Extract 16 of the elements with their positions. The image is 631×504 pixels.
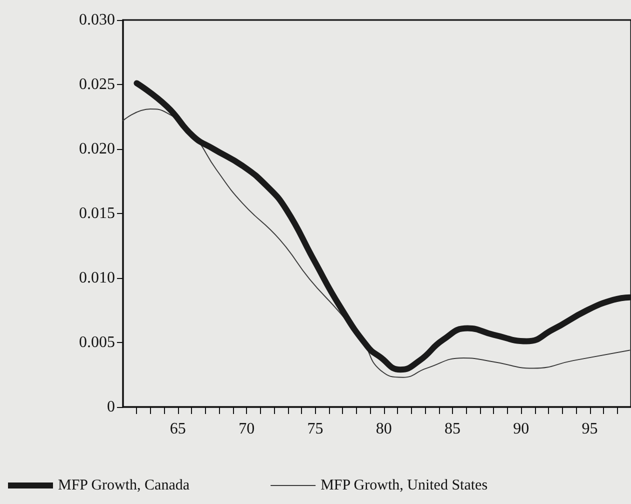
y-tick-label: 0.005 [79,334,115,351]
y-tick-label: 0.015 [79,205,115,222]
y-tick-label: 0.020 [79,140,115,158]
y-tick-label: 0 [107,398,115,416]
y-tick-label: 0.030 [79,12,115,28]
y-tick-label: 0.025 [79,76,115,93]
y-tick-label: 0.010 [79,270,115,286]
x-tick-label: 65 [170,420,186,438]
x-tick-label: 70 [238,420,255,438]
x-tick-label: 90 [513,420,530,438]
legend-label: MFP Growth, United States [320,478,488,494]
x-tick-label: 95 [582,420,598,438]
x-tick-label: 80 [376,420,392,438]
x-tick-label: 85 [444,420,461,438]
legend-label: MFP Growth, Canada [58,478,190,494]
x-tick-label: 75 [307,420,324,438]
